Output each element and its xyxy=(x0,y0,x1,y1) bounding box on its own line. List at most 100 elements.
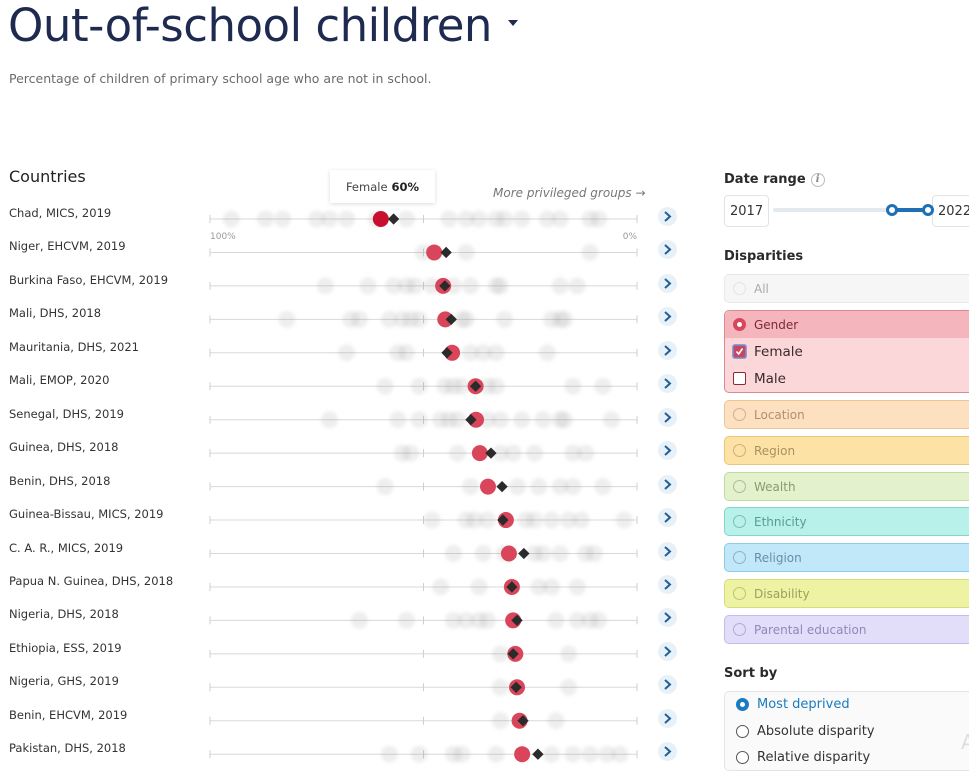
other-group-dot[interactable] xyxy=(449,444,467,462)
other-group-dot[interactable] xyxy=(380,310,398,328)
other-group-dot[interactable] xyxy=(487,344,505,362)
other-group-dot[interactable] xyxy=(389,411,407,429)
other-group-dot[interactable] xyxy=(551,545,569,562)
date-range-end-handle[interactable] xyxy=(922,204,934,216)
row-expand-button[interactable] xyxy=(658,273,677,293)
other-group-dot[interactable] xyxy=(461,344,479,362)
other-group-dot[interactable] xyxy=(457,310,475,328)
other-group-dot[interactable] xyxy=(491,712,509,730)
other-group-dot[interactable] xyxy=(449,411,467,429)
other-group-dot[interactable] xyxy=(444,611,462,629)
disparity-region[interactable]: Region xyxy=(724,436,969,465)
other-group-dot[interactable] xyxy=(547,712,565,730)
end-year-field[interactable]: 2022 xyxy=(932,195,969,227)
other-group-dot[interactable] xyxy=(321,411,339,429)
other-group-dot[interactable] xyxy=(590,611,608,629)
other-group-dot[interactable] xyxy=(555,310,573,328)
other-group-dot[interactable] xyxy=(487,377,505,395)
other-group-dot[interactable] xyxy=(350,611,368,629)
other-group-dot[interactable] xyxy=(321,210,339,228)
other-group-dot[interactable] xyxy=(487,745,505,763)
other-group-dot[interactable] xyxy=(598,745,616,763)
row-expand-button[interactable] xyxy=(658,340,677,360)
female-dot[interactable] xyxy=(426,244,443,261)
row-expand-button[interactable] xyxy=(658,608,677,628)
sort-option-most-deprived[interactable]: Most deprived xyxy=(736,697,850,712)
other-group-dot[interactable] xyxy=(376,478,394,496)
other-group-dot[interactable] xyxy=(479,611,497,629)
info-icon[interactable]: i xyxy=(810,172,825,187)
row-expand-button[interactable] xyxy=(658,742,677,762)
other-group-dot[interactable] xyxy=(560,678,578,696)
other-group-dot[interactable] xyxy=(222,210,240,228)
other-group-dot[interactable] xyxy=(526,444,544,462)
other-group-dot[interactable] xyxy=(397,611,415,629)
other-group-dot[interactable] xyxy=(457,243,475,261)
indicator-dropdown-caret-icon[interactable] xyxy=(507,20,518,26)
female-dot[interactable] xyxy=(471,445,488,462)
other-group-dot[interactable] xyxy=(491,678,509,696)
other-group-dot[interactable] xyxy=(611,745,629,763)
other-group-dot[interactable] xyxy=(543,511,561,529)
other-group-dot[interactable] xyxy=(338,210,356,228)
row-expand-button[interactable] xyxy=(658,675,677,695)
other-group-dot[interactable] xyxy=(530,578,548,596)
other-group-dot[interactable] xyxy=(530,478,548,496)
disparity-religion[interactable]: Religion xyxy=(724,543,969,572)
other-group-dot[interactable] xyxy=(534,545,552,562)
row-expand-button[interactable] xyxy=(658,574,677,594)
other-group-dot[interactable] xyxy=(278,310,296,328)
other-group-dot[interactable] xyxy=(338,344,356,362)
other-group-dot[interactable] xyxy=(410,310,428,328)
other-group-dot[interactable] xyxy=(572,511,590,529)
date-range-start-handle[interactable] xyxy=(886,204,899,216)
date-range-slider-track[interactable] xyxy=(773,208,928,212)
other-group-dot[interactable] xyxy=(410,411,428,429)
other-group-dot[interactable] xyxy=(581,745,599,763)
other-group-dot[interactable] xyxy=(350,310,368,328)
other-group-dot[interactable] xyxy=(560,645,578,663)
other-group-dot[interactable] xyxy=(470,210,488,228)
other-group-dot[interactable] xyxy=(534,411,552,429)
other-group-dot[interactable] xyxy=(274,210,292,228)
other-group-dot[interactable] xyxy=(491,444,509,462)
other-group-dot[interactable] xyxy=(538,344,556,362)
other-group-dot[interactable] xyxy=(461,277,479,295)
other-group-dot[interactable] xyxy=(568,277,586,295)
other-group-dot[interactable] xyxy=(257,210,275,228)
other-group-dot[interactable] xyxy=(568,611,586,629)
checkbox-checked-icon[interactable] xyxy=(733,345,746,358)
other-group-dot[interactable] xyxy=(568,578,586,596)
row-expand-button[interactable] xyxy=(658,474,677,494)
other-group-dot[interactable] xyxy=(538,210,556,228)
other-group-dot[interactable] xyxy=(560,511,578,529)
row-expand-button[interactable] xyxy=(658,441,677,461)
other-group-dot[interactable] xyxy=(453,377,471,395)
other-group-dot[interactable] xyxy=(423,277,441,295)
other-group-dot[interactable] xyxy=(564,444,582,462)
other-group-dot[interactable] xyxy=(577,444,595,462)
other-group-dot[interactable] xyxy=(543,745,561,763)
other-group-dot[interactable] xyxy=(491,411,509,429)
other-group-dot[interactable] xyxy=(594,478,612,496)
other-group-dot[interactable] xyxy=(432,578,450,596)
row-expand-button[interactable] xyxy=(658,641,677,661)
female-dot[interactable] xyxy=(437,311,454,328)
row-expand-button[interactable] xyxy=(658,541,677,561)
other-group-dot[interactable] xyxy=(594,377,612,395)
other-group-dot[interactable] xyxy=(581,243,599,261)
other-group-dot[interactable] xyxy=(513,210,531,228)
row-expand-button[interactable] xyxy=(658,207,677,226)
disparity-disability[interactable]: Disability xyxy=(724,579,969,608)
other-group-dot[interactable] xyxy=(491,277,509,295)
other-group-dot[interactable] xyxy=(402,444,420,462)
row-expand-button[interactable] xyxy=(658,508,677,528)
other-group-dot[interactable] xyxy=(359,277,377,295)
gender-option-male[interactable]: Male xyxy=(725,365,969,392)
other-group-dot[interactable] xyxy=(453,745,471,763)
other-group-dot[interactable] xyxy=(423,511,441,529)
other-group-dot[interactable] xyxy=(555,411,573,429)
other-group-dot[interactable] xyxy=(615,511,633,529)
start-year-field[interactable]: 2017 xyxy=(724,195,770,227)
female-dot[interactable] xyxy=(479,478,496,495)
